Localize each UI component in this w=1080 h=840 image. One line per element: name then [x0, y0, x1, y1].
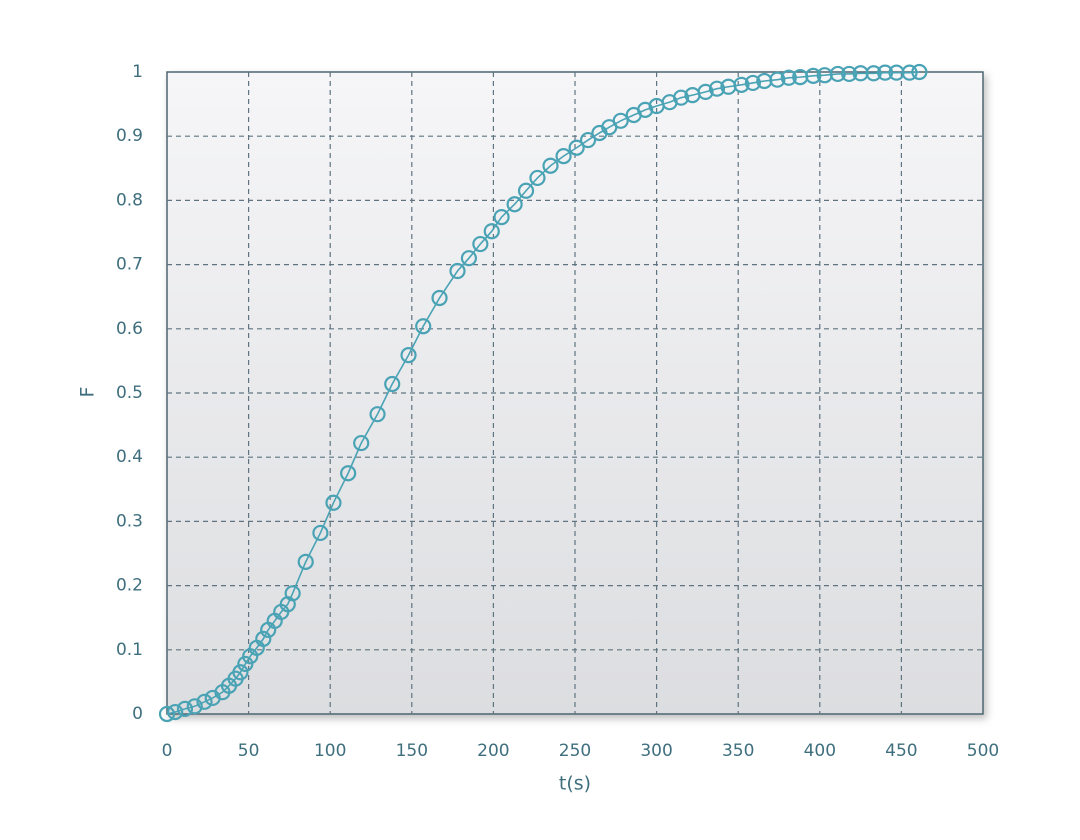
data-point [542, 157, 559, 174]
data-point [637, 101, 654, 118]
x-tick-label: 250 [559, 741, 591, 761]
data-point [829, 65, 846, 83]
x-tick-label: 350 [722, 741, 754, 761]
y-tick-label: 0.1 [116, 640, 143, 660]
data-point [158, 705, 176, 723]
data-point [506, 196, 523, 213]
data-point [841, 65, 858, 83]
data-point [369, 406, 386, 423]
data-point [400, 347, 417, 364]
y-tick-label: 0 [132, 704, 143, 724]
x-tick-label: 0 [162, 741, 173, 761]
y-tick-label: 0.5 [116, 383, 143, 403]
data-point [733, 76, 750, 93]
data-point [529, 169, 546, 187]
x-tick-label: 400 [804, 741, 836, 761]
data [158, 63, 928, 723]
data-point [911, 63, 928, 81]
data-point [744, 74, 761, 92]
y-axis-label: F [77, 387, 99, 398]
data-point [555, 148, 572, 165]
data-point [579, 131, 597, 149]
x-axis-label: t(s) [559, 773, 591, 795]
data-point [449, 262, 466, 280]
data-point [255, 630, 272, 647]
data-point [186, 698, 203, 715]
data-point [196, 693, 213, 710]
data-point [284, 585, 301, 602]
y-tick-label: 0.2 [116, 576, 143, 596]
x-tick-label: 100 [314, 741, 346, 761]
data-point [384, 375, 401, 393]
x-tick-label: 200 [477, 741, 509, 761]
data-point [340, 465, 357, 482]
data-point [805, 67, 822, 84]
x-tick-label: 300 [640, 741, 672, 761]
data-point [176, 700, 194, 717]
y-tick-label: 0.8 [116, 190, 143, 210]
data-point [612, 112, 629, 129]
data-point [232, 664, 249, 681]
x-tick-label: 450 [885, 741, 917, 761]
data-point [493, 208, 510, 226]
data-point [769, 71, 786, 88]
data-point [697, 83, 714, 101]
x-tick-label: 500 [967, 741, 999, 761]
data-point [517, 182, 535, 199]
y-tick-label: 0.9 [116, 126, 143, 146]
data-point [415, 318, 432, 335]
data-point [431, 289, 448, 307]
data-point [865, 65, 882, 82]
data-point [312, 524, 329, 542]
y-tick-label: 0.3 [116, 511, 143, 531]
y-tick-label: 1 [132, 62, 143, 82]
data-point [483, 223, 500, 240]
data-point [460, 250, 478, 267]
data-point [167, 703, 184, 721]
data-point [568, 139, 585, 156]
data-point [325, 494, 342, 511]
data-point [353, 434, 370, 452]
grid [167, 72, 983, 714]
data-point [901, 64, 918, 81]
data-point [876, 64, 894, 81]
y-tick-label: 0.6 [116, 319, 143, 339]
y-tick-label: 0.7 [116, 255, 143, 275]
x-tick-label: 50 [238, 741, 260, 761]
data-point [472, 235, 489, 253]
data-point [297, 553, 314, 570]
y-tick-label: 0.4 [116, 447, 143, 467]
data-point [708, 80, 726, 97]
data-point [780, 69, 797, 86]
data-point [672, 89, 690, 106]
x-tick-label: 150 [396, 741, 428, 761]
